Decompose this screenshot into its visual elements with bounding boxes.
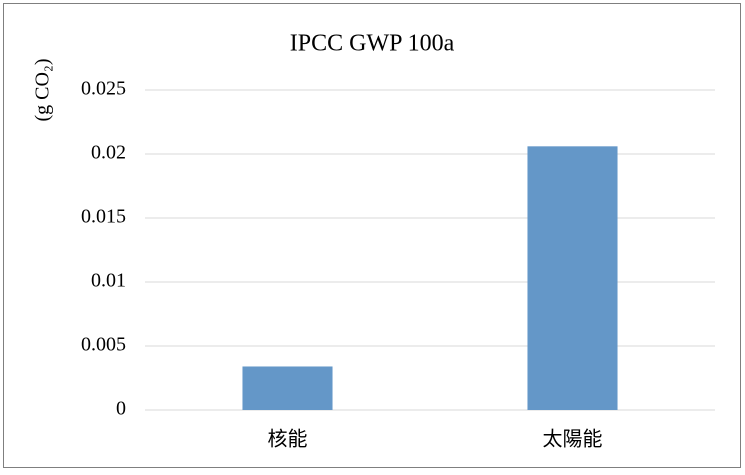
chart-title: IPCC GWP 100a: [290, 31, 455, 57]
y-tick-label: 0: [116, 398, 126, 420]
y-axis-label: (g CO₂): [32, 58, 54, 121]
bar: [527, 146, 618, 410]
y-tick-label: 0.02: [91, 142, 126, 164]
x-tick-label: 核能: [268, 428, 308, 451]
bar: [242, 366, 333, 410]
y-tick-label: 0.015: [81, 206, 126, 228]
y-tick-label: 0.01: [91, 270, 126, 292]
y-tick-label: 0.005: [81, 334, 126, 356]
y-tick-label: 0.025: [81, 78, 126, 100]
chart-border: [3, 3, 741, 468]
x-tick-label: 太陽能: [543, 428, 603, 451]
